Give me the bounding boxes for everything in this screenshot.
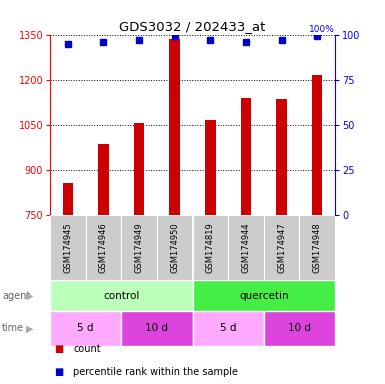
Text: GSM174945: GSM174945	[64, 222, 72, 273]
Bar	[169, 39, 180, 215]
Bar	[228, 215, 264, 280]
Text: GSM174944: GSM174944	[241, 222, 250, 273]
Bar	[312, 75, 323, 215]
Text: GSM174949: GSM174949	[135, 222, 144, 273]
Bar	[121, 215, 157, 280]
Bar	[241, 98, 251, 215]
Text: GSM174947: GSM174947	[277, 222, 286, 273]
Bar	[192, 311, 264, 346]
Text: 5 d: 5 d	[220, 323, 236, 333]
Text: GSM174950: GSM174950	[170, 222, 179, 273]
Text: 10 d: 10 d	[146, 323, 168, 333]
Bar	[85, 215, 121, 280]
Bar	[276, 99, 287, 215]
Bar	[205, 120, 216, 215]
Text: time: time	[2, 323, 24, 333]
Bar	[121, 311, 192, 346]
Bar	[192, 280, 335, 311]
Text: GSM174819: GSM174819	[206, 222, 215, 273]
Text: control: control	[103, 291, 139, 301]
Text: 100%: 100%	[309, 25, 335, 34]
Text: ■: ■	[54, 367, 63, 377]
Bar	[192, 215, 228, 280]
Bar	[98, 144, 109, 215]
Bar	[50, 280, 192, 311]
Text: ■: ■	[54, 344, 63, 354]
Text: count: count	[73, 344, 101, 354]
Bar	[62, 184, 73, 215]
Text: percentile rank within the sample: percentile rank within the sample	[73, 367, 238, 377]
Bar	[50, 311, 121, 346]
Text: ▶: ▶	[26, 291, 33, 301]
Bar	[264, 311, 335, 346]
Text: ▶: ▶	[26, 323, 33, 333]
Bar	[50, 215, 85, 280]
Text: agent: agent	[2, 291, 30, 301]
Text: quercetin: quercetin	[239, 291, 288, 301]
Title: GDS3032 / 202433_at: GDS3032 / 202433_at	[119, 20, 266, 33]
Bar	[264, 215, 300, 280]
Bar	[300, 215, 335, 280]
Bar	[134, 123, 144, 215]
Text: GSM174948: GSM174948	[313, 222, 321, 273]
Text: GSM174946: GSM174946	[99, 222, 108, 273]
Bar	[157, 215, 192, 280]
Text: 10 d: 10 d	[288, 323, 311, 333]
Text: 5 d: 5 d	[77, 323, 94, 333]
